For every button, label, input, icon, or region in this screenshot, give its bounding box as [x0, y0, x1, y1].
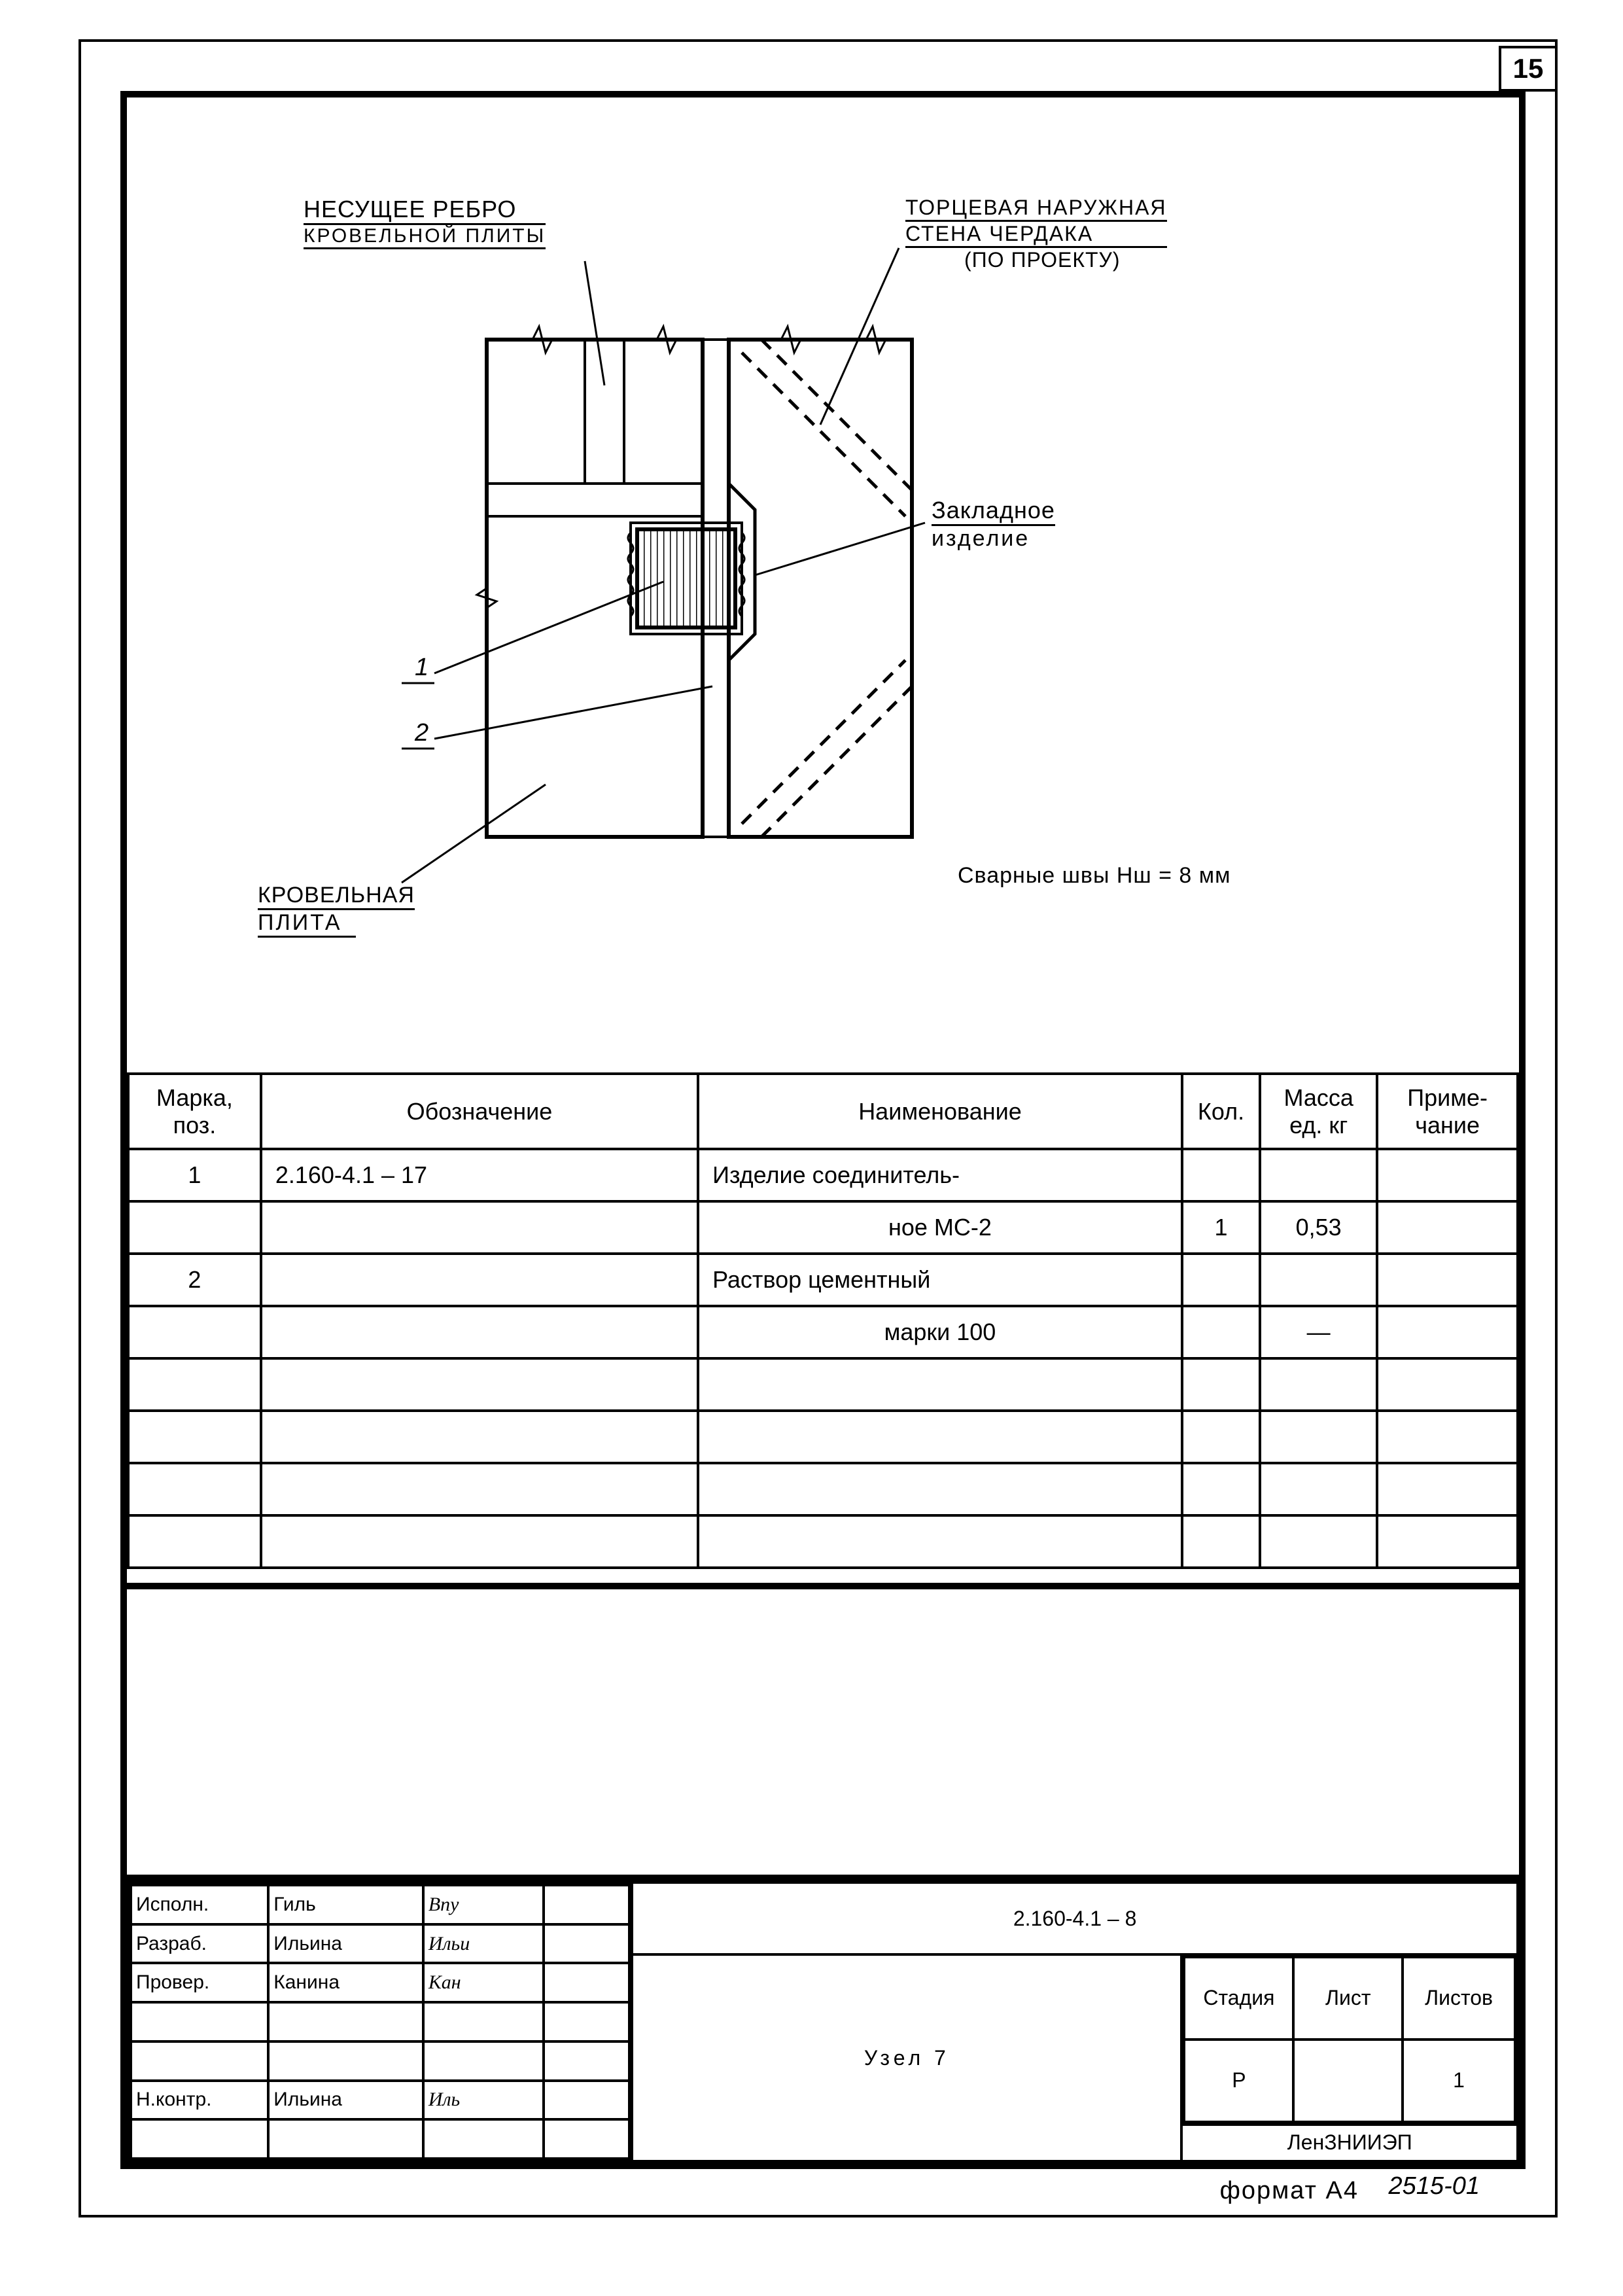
table-row: 2 Раствор цементный [128, 1254, 1518, 1306]
sig-sign: Bny [423, 1885, 544, 1924]
sig-row [131, 2002, 629, 2041]
cell-kol [1182, 1254, 1260, 1306]
signatures-table: Исполн. Гиль Bny Разраб. Ильина Ильи [130, 1884, 631, 2160]
cell-prim [1377, 1306, 1518, 1358]
leader-rib [585, 261, 604, 385]
table-row [128, 1515, 1518, 1568]
cell-poz [128, 1201, 261, 1254]
leader-ref1 [434, 582, 663, 673]
cell-kol: 1 [1182, 1201, 1260, 1254]
sheet-value [1293, 2040, 1403, 2122]
sheet-header: Лист [1293, 1957, 1403, 2040]
sig-row [131, 2041, 629, 2081]
cell-prim [1377, 1201, 1518, 1254]
parts-table-header-row: Марка, поз. Обозначение Наименование Кол… [128, 1074, 1518, 1149]
title-block-table: Исполн. Гиль Bny Разраб. Ильина Ильи [127, 1881, 1519, 2163]
col-header-poz: Марка, поз. [128, 1074, 261, 1149]
parts-table-body: 1 2.160-4.1 – 17 Изделие соединитель- но… [128, 1149, 1518, 1568]
right-wall [729, 327, 912, 837]
cell-oboz [261, 1254, 698, 1306]
parts-table: Марка, поз. Обозначение Наименование Кол… [127, 1072, 1519, 1569]
sig-row: Разраб. Ильина Ильи [131, 1924, 629, 1964]
spacer-block [127, 1583, 1519, 1858]
cell-oboz: 2.160-4.1 – 17 [261, 1149, 698, 1201]
sig-name: Гиль [268, 1885, 423, 1924]
order-number: 2515-01 [1389, 2172, 1480, 2200]
cell-mass [1260, 1149, 1377, 1201]
cell-mass: 0,53 [1260, 1201, 1377, 1254]
cell-kol [1182, 1306, 1260, 1358]
cell-naim: ное МС-2 [698, 1201, 1182, 1254]
leader-insert [755, 523, 925, 575]
sheets-value: 1 [1403, 2040, 1515, 2122]
col-header-mass: Масса ед. кг [1260, 1074, 1377, 1149]
leader-ref2 [434, 686, 712, 739]
cell-kol [1182, 1149, 1260, 1201]
table-row [128, 1358, 1518, 1411]
drawing-area: Несущее ребро кровельной плиты Торцевая … [127, 97, 1519, 1072]
outer-frame: Несущее ребро кровельной плиты Торцевая … [79, 39, 1558, 2217]
cell-mass [1260, 1254, 1377, 1306]
sig-row: Н.контр. Ильина Иль [131, 2081, 629, 2120]
table-row: 1 2.160-4.1 – 17 Изделие соединитель- [128, 1149, 1518, 1201]
table-row [128, 1411, 1518, 1463]
sig-row: Провер. Канина Кан [131, 1963, 629, 2002]
col-header-naim: Наименование [698, 1074, 1182, 1149]
drawing-title: Узел 7 [632, 1954, 1181, 2161]
page: 15 Несущее ребро кровельной плиты Торцев… [0, 0, 1623, 2296]
leader-slab [402, 785, 546, 883]
cell-mass: — [1260, 1306, 1377, 1358]
cell-poz: 2 [128, 1254, 261, 1306]
cell-poz: 1 [128, 1149, 261, 1201]
signatures-cell: Исполн. Гиль Bny Разраб. Ильина Ильи [128, 1882, 632, 2161]
cell-oboz [261, 1201, 698, 1254]
stage-header: Стадия [1184, 1957, 1293, 2040]
sheets-header: Листов [1403, 1957, 1515, 2040]
table-row: марки 100 — [128, 1306, 1518, 1358]
cell-oboz [261, 1306, 698, 1358]
col-header-kol: Кол. [1182, 1074, 1260, 1149]
col-header-prim: Приме-чание [1377, 1074, 1518, 1149]
inner-frame: Несущее ребро кровельной плиты Торцевая … [120, 91, 1526, 2169]
col-header-oboz: Обозначение [261, 1074, 698, 1149]
cell-naim: Изделие соединитель- [698, 1149, 1182, 1201]
cell-prim [1377, 1149, 1518, 1201]
section-drawing [127, 97, 1501, 1072]
leader-wall [820, 248, 899, 425]
stage-value: Р [1184, 2040, 1293, 2122]
table-row: ное МС-2 1 0,53 [128, 1201, 1518, 1254]
cell-naim: Раствор цементный [698, 1254, 1182, 1306]
cell-poz [128, 1306, 261, 1358]
stage-sheet-cell: Стадия Лист Листов Р 1 [1181, 1954, 1518, 2125]
title-block: Исполн. Гиль Bny Разраб. Ильина Ильи [127, 1875, 1519, 2163]
sig-row [131, 2119, 629, 2159]
cell-prim [1377, 1254, 1518, 1306]
format-note: формат А4 [1220, 2177, 1359, 2205]
cell-naim: марки 100 [698, 1306, 1182, 1358]
sig-role: Исполн. [131, 1885, 268, 1924]
sig-date [544, 1885, 629, 1924]
embedded-connector [628, 523, 744, 634]
doc-number: 2.160-4.1 – 8 [632, 1882, 1518, 1954]
table-row [128, 1463, 1518, 1515]
organization: ЛенЗНИИЭП [1181, 2125, 1518, 2161]
sig-row: Исполн. Гиль Bny [131, 1885, 629, 1924]
